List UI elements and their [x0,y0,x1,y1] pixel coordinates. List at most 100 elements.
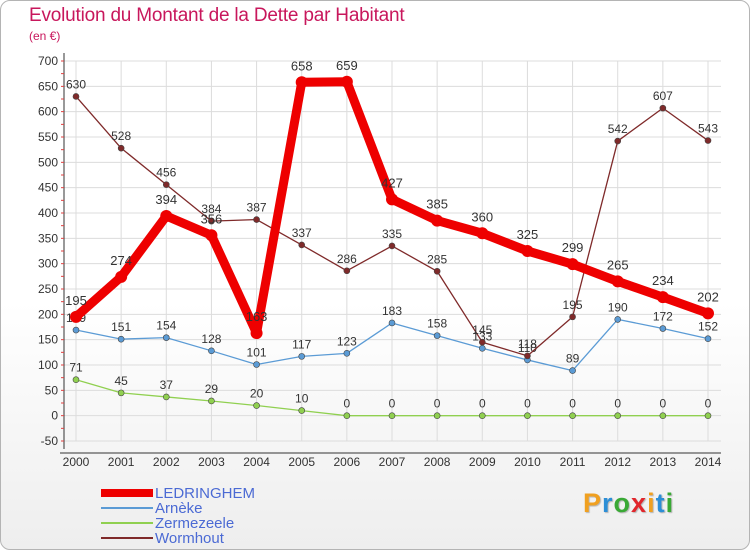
data-label-wormhout: 387 [247,201,267,215]
data-point-ledringhem [431,214,444,227]
data-label-wormhout: 384 [201,202,221,216]
data-label-ledringhem: 385 [426,197,448,212]
data-point-zermezeele [72,376,80,383]
data-label-ledringhem: 394 [155,192,177,207]
data-point-arnke [253,361,260,368]
x-tick-label: 2007 [379,455,406,469]
data-point-wormhout [704,137,712,144]
data-label-wormhout: 195 [563,298,583,312]
data-label-arnke: 183 [382,304,402,318]
data-label-ledringhem: 234 [652,273,674,288]
data-point-arnke [117,335,125,343]
data-point-ledringhem [566,258,579,271]
data-label-ledringhem: 360 [471,209,493,224]
data-label-arnke: 151 [111,320,131,334]
legend-label-zermezeele: Zermezeele [155,515,235,532]
data-point-ledringhem [160,210,173,223]
data-point-arnke [659,325,667,332]
logo-letter: P [583,488,603,518]
proxiti-logo: Proxiti [583,488,674,519]
data-label-arnke: 101 [247,345,267,359]
data-point-zermezeele [659,412,667,419]
data-point-wormhout [253,216,260,223]
data-point-arnke [569,367,576,374]
x-tick-label: 2003 [198,455,225,469]
data-point-ledringhem [386,193,398,206]
data-label-arnke: 152 [698,320,718,334]
data-label-arnke: 172 [653,310,673,324]
data-point-arnke [704,335,712,342]
data-point-zermezeele [704,412,712,419]
data-point-zermezeele [388,412,396,419]
data-label-ledringhem: 427 [381,175,403,190]
y-tick-label: 450 [38,181,58,195]
y-tick-label: 200 [38,307,58,321]
data-label-wormhout: 145 [472,323,492,337]
data-label-wormhout: 607 [653,89,673,103]
data-label-arnke: 190 [608,300,628,314]
data-point-arnke [388,319,396,327]
x-tick-label: 2010 [514,455,541,469]
chart-unit: (en €) [29,29,61,43]
y-tick-label: 250 [38,282,58,296]
data-label-wormhout: 118 [518,337,537,351]
x-tick-label: 2004 [243,455,270,469]
data-point-arnke [208,347,215,355]
legend-label-arneke: Arnèke [155,500,203,517]
data-point-wormhout [569,313,576,321]
data-point-wormhout [659,104,667,112]
data-label-zermezeele: 0 [569,397,576,411]
data-point-zermezeele [614,412,622,419]
data-label-ledringhem: 299 [562,240,584,255]
data-label-zermezeele: 37 [160,378,174,392]
data-point-zermezeele [343,412,351,419]
y-tick-label: 300 [38,257,58,271]
x-tick-label: 2008 [424,455,451,469]
data-point-arnke [478,344,486,352]
data-label-arnke: 128 [201,332,221,346]
data-label-zermezeele: 29 [205,382,219,396]
legend-swatch-wormhout [101,537,153,539]
data-point-ledringhem [70,310,82,323]
data-point-arnke [162,334,170,341]
data-point-zermezeele [524,412,531,419]
legend-label-ledringhem: LEDRINGHEM [155,485,256,502]
data-label-zermezeele: 71 [69,361,83,375]
data-point-wormhout [614,137,622,145]
y-tick-label: 350 [38,231,58,245]
data-point-ledringhem [656,291,669,304]
data-point-wormhout [208,217,215,225]
data-point-zermezeele [208,397,215,405]
legend-swatch-zermezeele [101,522,153,524]
data-point-zermezeele [162,393,170,401]
x-tick-label: 2006 [334,455,361,469]
data-label-wormhout: 285 [427,252,447,266]
logo-letter: o [613,488,632,518]
data-label-wormhout: 542 [608,122,628,136]
data-label-arnke: 117 [292,337,311,351]
data-label-zermezeele: 10 [295,392,309,406]
data-label-arnke: 154 [156,319,176,333]
data-label-zermezeele: 0 [344,397,351,411]
data-label-wormhout: 335 [382,227,402,241]
data-point-ledringhem [115,270,128,283]
data-label-zermezeele: 0 [524,397,531,411]
data-label-arnke: 158 [427,317,447,331]
data-point-ledringhem [611,275,624,288]
y-tick-label: 700 [38,54,58,68]
x-tick-label: 2009 [469,455,496,469]
data-point-arnke [433,332,441,339]
data-label-zermezeele: 0 [434,397,441,411]
data-point-arnke [298,353,306,360]
y-tick-label: 400 [38,206,58,220]
data-label-zermezeele: 0 [389,397,396,411]
y-tick-label: -50 [41,434,59,448]
data-point-wormhout [478,338,486,346]
data-label-ledringhem: 202 [697,289,719,304]
x-tick-label: 2005 [288,455,315,469]
data-point-zermezeele [433,412,441,419]
y-tick-label: 500 [38,155,58,169]
data-point-arnke [343,350,351,357]
data-point-wormhout [298,241,306,249]
